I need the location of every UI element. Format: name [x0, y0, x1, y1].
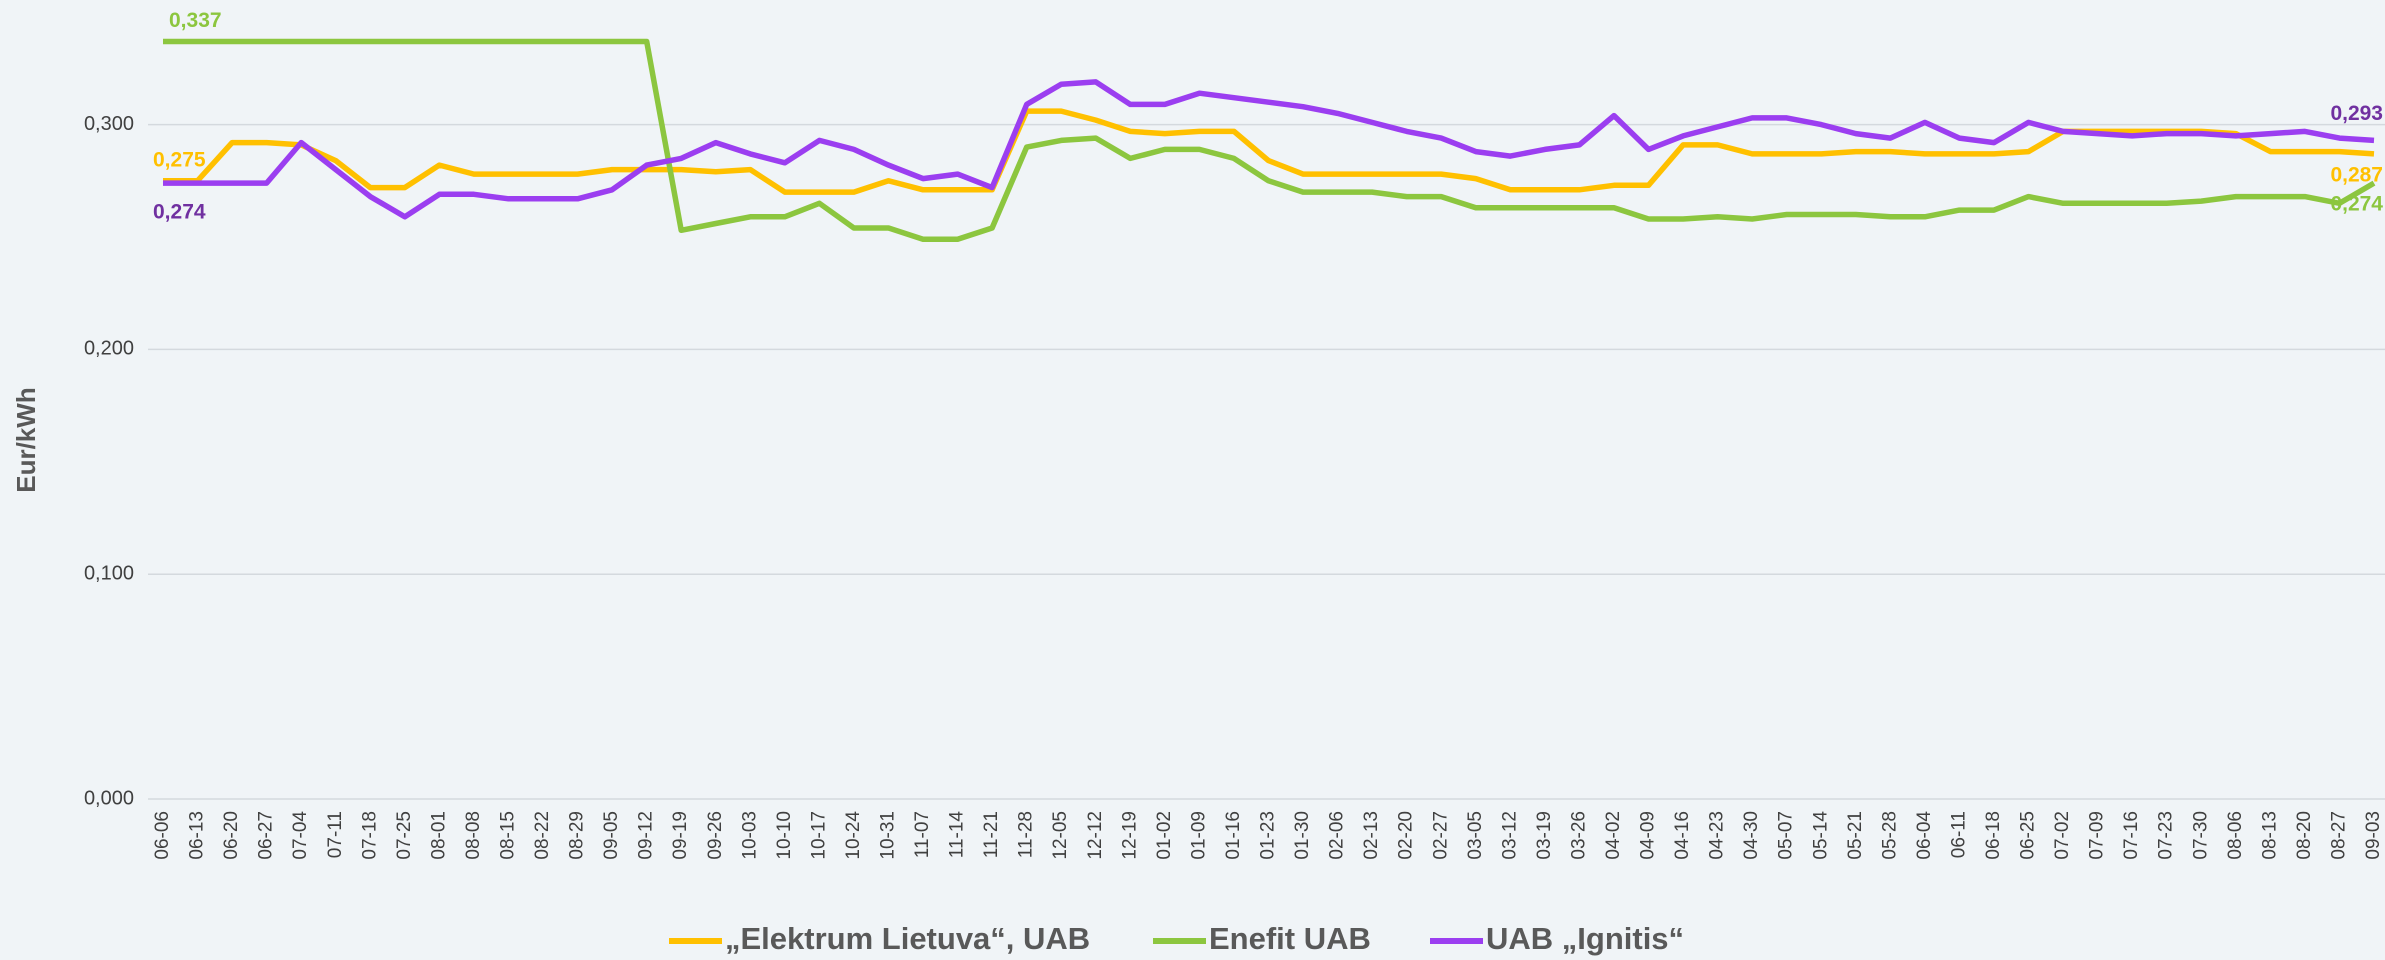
data-label: 0,287	[2330, 163, 2383, 186]
series-line	[163, 38, 2376, 243]
x-tick-label: 07-25	[394, 811, 415, 860]
x-tick-label: 08-27	[2328, 811, 2349, 860]
x-tick-label: 08-22	[532, 811, 553, 860]
x-tick-label: 02-20	[1396, 811, 1417, 860]
x-tick-label: 04-16	[1672, 811, 1693, 860]
x-tick-label: 08-20	[2294, 811, 2315, 860]
series-line	[163, 79, 2375, 220]
x-tick-label: 08-01	[428, 811, 449, 860]
x-tick-label: 07-09	[2087, 811, 2108, 860]
x-tick-label: 02-06	[1327, 811, 1348, 860]
x-tick-label: 08-06	[2225, 811, 2246, 860]
x-tick-label: 07-18	[359, 811, 380, 860]
x-tick-label: 06-20	[221, 811, 242, 860]
data-label: 0,337	[169, 9, 222, 32]
x-tick-label: 05-21	[1845, 811, 1866, 860]
x-tick-label: 07-23	[2156, 811, 2177, 860]
x-tick-label: 01-02	[1154, 811, 1175, 860]
x-tick-label: 11-28	[1016, 811, 1037, 858]
x-tick-label: 03-19	[1534, 811, 1555, 860]
x-tick-label: 07-16	[2121, 811, 2142, 860]
x-tick-label: 03-05	[1465, 811, 1486, 860]
data-label: 0,275	[153, 148, 206, 171]
x-tick-label: 10-03	[739, 811, 760, 860]
x-tick-label: 11-07	[912, 811, 933, 858]
x-tick-label: 12-19	[1119, 811, 1140, 860]
x-tick-label: 06-18	[1983, 811, 2004, 860]
x-tick-label: 08-15	[497, 811, 518, 860]
x-tick-label: 09-19	[670, 811, 691, 860]
x-tick-label: 04-30	[1741, 811, 1762, 860]
x-tick-label: 08-29	[567, 811, 588, 860]
x-tick-label: 12-05	[1050, 811, 1071, 860]
x-tick-label: 04-02	[1603, 811, 1624, 860]
x-tick-label: 06-06	[152, 811, 173, 860]
data-label: 0,293	[2330, 102, 2383, 125]
legend-label: UAB „Ignitis“	[1486, 921, 1684, 956]
x-tick-label: 09-05	[601, 811, 622, 860]
x-tick-label: 01-09	[1188, 811, 1209, 860]
y-tick-label: 0,000	[84, 787, 134, 809]
x-tick-label: 10-10	[774, 811, 795, 860]
x-tick-label: 08-13	[2259, 811, 2280, 860]
x-tick-label: 12-12	[1085, 811, 1106, 860]
y-tick-label: 0,300	[84, 113, 134, 135]
x-tick-label: 10-24	[843, 811, 864, 860]
legend-label: „Elektrum Lietuva“, UAB	[725, 921, 1090, 956]
x-tick-label: 09-03	[2363, 811, 2384, 860]
x-tick-label: 05-28	[1879, 811, 1900, 860]
x-tick-label: 06-27	[256, 811, 277, 860]
x-tick-label: 06-04	[1914, 811, 1935, 860]
x-tick-label: 01-30	[1292, 811, 1313, 860]
x-tick-label: 11-14	[947, 811, 968, 859]
series-line	[163, 108, 2375, 195]
x-tick-label: 10-17	[808, 811, 829, 860]
x-tick-label: 01-16	[1223, 811, 1244, 860]
x-tick-label: 08-08	[463, 811, 484, 860]
x-tick-label: 06-13	[187, 811, 208, 860]
x-tick-label: 02-13	[1361, 811, 1382, 860]
data-label: 0,274	[2330, 193, 2383, 216]
y-tick-label: 0,200	[84, 338, 134, 360]
x-tick-label: 05-14	[1810, 811, 1831, 860]
x-tick-label: 03-26	[1568, 811, 1589, 860]
data-label: 0,274	[153, 201, 206, 224]
x-tick-label: 07-02	[2052, 811, 2073, 860]
x-tick-label: 07-04	[290, 811, 311, 860]
y-tick-label: 0,100	[84, 562, 134, 584]
x-tick-label: 09-26	[705, 811, 726, 860]
x-tick-label: 01-23	[1258, 811, 1279, 860]
x-tick-label: 06-11	[1948, 811, 1969, 858]
x-tick-label: 07-30	[2190, 811, 2211, 860]
x-tick-label: 11-21	[981, 811, 1002, 858]
x-tick-label: 05-07	[1776, 811, 1797, 860]
x-tick-label: 02-27	[1430, 811, 1451, 860]
legend-label: Enefit UAB	[1209, 921, 1371, 956]
x-tick-label: 10-31	[878, 811, 899, 860]
x-tick-label: 06-25	[2018, 811, 2039, 860]
x-tick-label: 03-12	[1499, 811, 1520, 860]
x-tick-label: 04-23	[1707, 811, 1728, 860]
x-tick-label: 07-11	[325, 811, 346, 858]
x-tick-label: 09-12	[636, 811, 657, 860]
x-tick-label: 04-09	[1638, 811, 1659, 860]
y-axis-label: Eur/kWh	[11, 387, 41, 492]
